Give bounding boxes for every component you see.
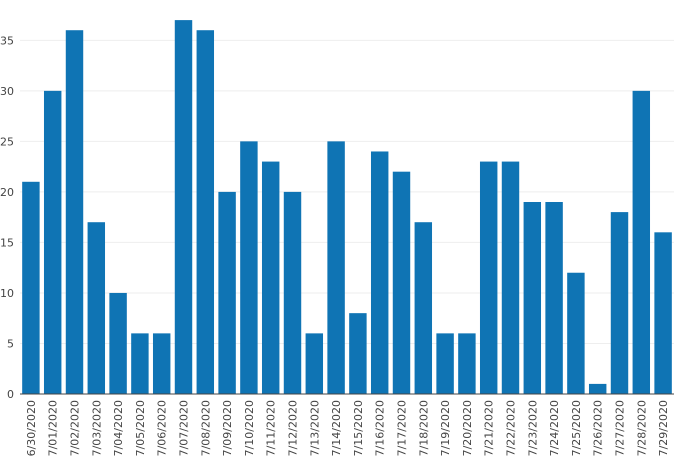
bar-7-07-2020 <box>174 20 193 395</box>
bar-7-01-2020 <box>43 90 62 394</box>
x-tick-label: 7/14/2020 <box>330 400 343 456</box>
bar-7-02-2020 <box>65 30 84 395</box>
x-tick-label: 7/13/2020 <box>308 400 321 456</box>
x-tick-label: 7/21/2020 <box>483 400 496 456</box>
y-tick-label: 30 <box>0 85 14 98</box>
x-tick-label: 7/08/2020 <box>199 400 212 456</box>
bar-7-11-2020 <box>261 161 280 394</box>
x-tick-label: 7/01/2020 <box>47 400 60 456</box>
bar-6-30-2020 <box>22 181 40 394</box>
bar-7-18-2020 <box>414 222 433 394</box>
x-tick-label: 7/26/2020 <box>592 400 605 456</box>
x-tick-label: 7/12/2020 <box>287 400 300 456</box>
bar-7-26-2020 <box>588 383 607 394</box>
x-tick-label: 7/05/2020 <box>134 400 147 456</box>
y-tick-label: 10 <box>0 287 14 300</box>
bar-7-20-2020 <box>458 333 476 394</box>
x-tick-label: 7/09/2020 <box>221 400 234 456</box>
x-tick-label: 7/15/2020 <box>352 400 365 456</box>
x-tick-label: 7/19/2020 <box>439 400 452 456</box>
x-tick-label: 7/25/2020 <box>570 400 583 456</box>
x-tick-label: 7/29/2020 <box>657 400 670 456</box>
bar-7-10-2020 <box>240 141 258 394</box>
x-tick-label: 7/10/2020 <box>243 400 256 456</box>
bar-7-22-2020 <box>501 161 520 394</box>
bar-7-21-2020 <box>479 161 498 394</box>
x-tick-label: 7/02/2020 <box>69 400 82 456</box>
bar-7-03-2020 <box>87 222 106 394</box>
x-tick-label: 7/18/2020 <box>417 400 430 456</box>
gridlines <box>20 39 674 344</box>
y-axis-ticks: 0 5 10 15 20 25 30 35 <box>0 34 14 401</box>
x-tick-label: 7/22/2020 <box>505 400 518 456</box>
x-tick-label: 7/04/2020 <box>112 400 125 456</box>
x-tick-label: 7/06/2020 <box>156 400 169 456</box>
bar-7-17-2020 <box>392 171 411 394</box>
bar-7-06-2020 <box>152 333 171 394</box>
x-tick-label: 7/16/2020 <box>374 400 387 456</box>
bar-7-12-2020 <box>283 191 302 394</box>
y-tick-label: 20 <box>0 186 14 199</box>
x-tick-label: 7/11/2020 <box>265 400 278 456</box>
bar-7-09-2020 <box>218 191 236 394</box>
bar-7-14-2020 <box>327 141 345 394</box>
x-tick-label: 7/28/2020 <box>635 400 648 456</box>
bar-7-16-2020 <box>370 151 389 394</box>
bars <box>22 20 672 395</box>
x-tick-label: 7/24/2020 <box>548 400 561 456</box>
y-tick-label: 35 <box>0 34 14 47</box>
bar-7-19-2020 <box>436 333 454 394</box>
bar-7-29-2020 <box>654 232 672 394</box>
y-tick-label: 5 <box>7 337 14 350</box>
y-tick-label: 25 <box>0 135 14 148</box>
bar-7-25-2020 <box>567 272 585 394</box>
x-tick-label: 7/27/2020 <box>614 400 627 456</box>
x-tick-label: 7/17/2020 <box>396 400 409 456</box>
bar-7-28-2020 <box>632 90 651 394</box>
x-tick-label: 7/07/2020 <box>178 400 191 456</box>
x-tick-label: 7/20/2020 <box>461 400 474 456</box>
bar-7-08-2020 <box>196 30 215 395</box>
x-axis-ticks: 6/30/2020 7/01/2020 7/02/2020 7/03/2020 7/04… <box>25 400 670 456</box>
x-tick-label: 6/30/2020 <box>25 400 38 456</box>
x-tick-label: 7/03/2020 <box>90 400 103 456</box>
bar-7-04-2020 <box>109 292 127 394</box>
x-tick-label: 7/23/2020 <box>526 400 539 456</box>
bar-7-13-2020 <box>305 333 324 394</box>
bar-7-15-2020 <box>349 313 367 394</box>
y-tick-label: 15 <box>0 236 14 249</box>
bar-7-23-2020 <box>523 202 542 394</box>
bar-7-05-2020 <box>131 333 149 394</box>
bar-7-24-2020 <box>545 202 563 394</box>
y-tick-label: 0 <box>7 388 14 401</box>
bar-7-27-2020 <box>610 212 629 394</box>
